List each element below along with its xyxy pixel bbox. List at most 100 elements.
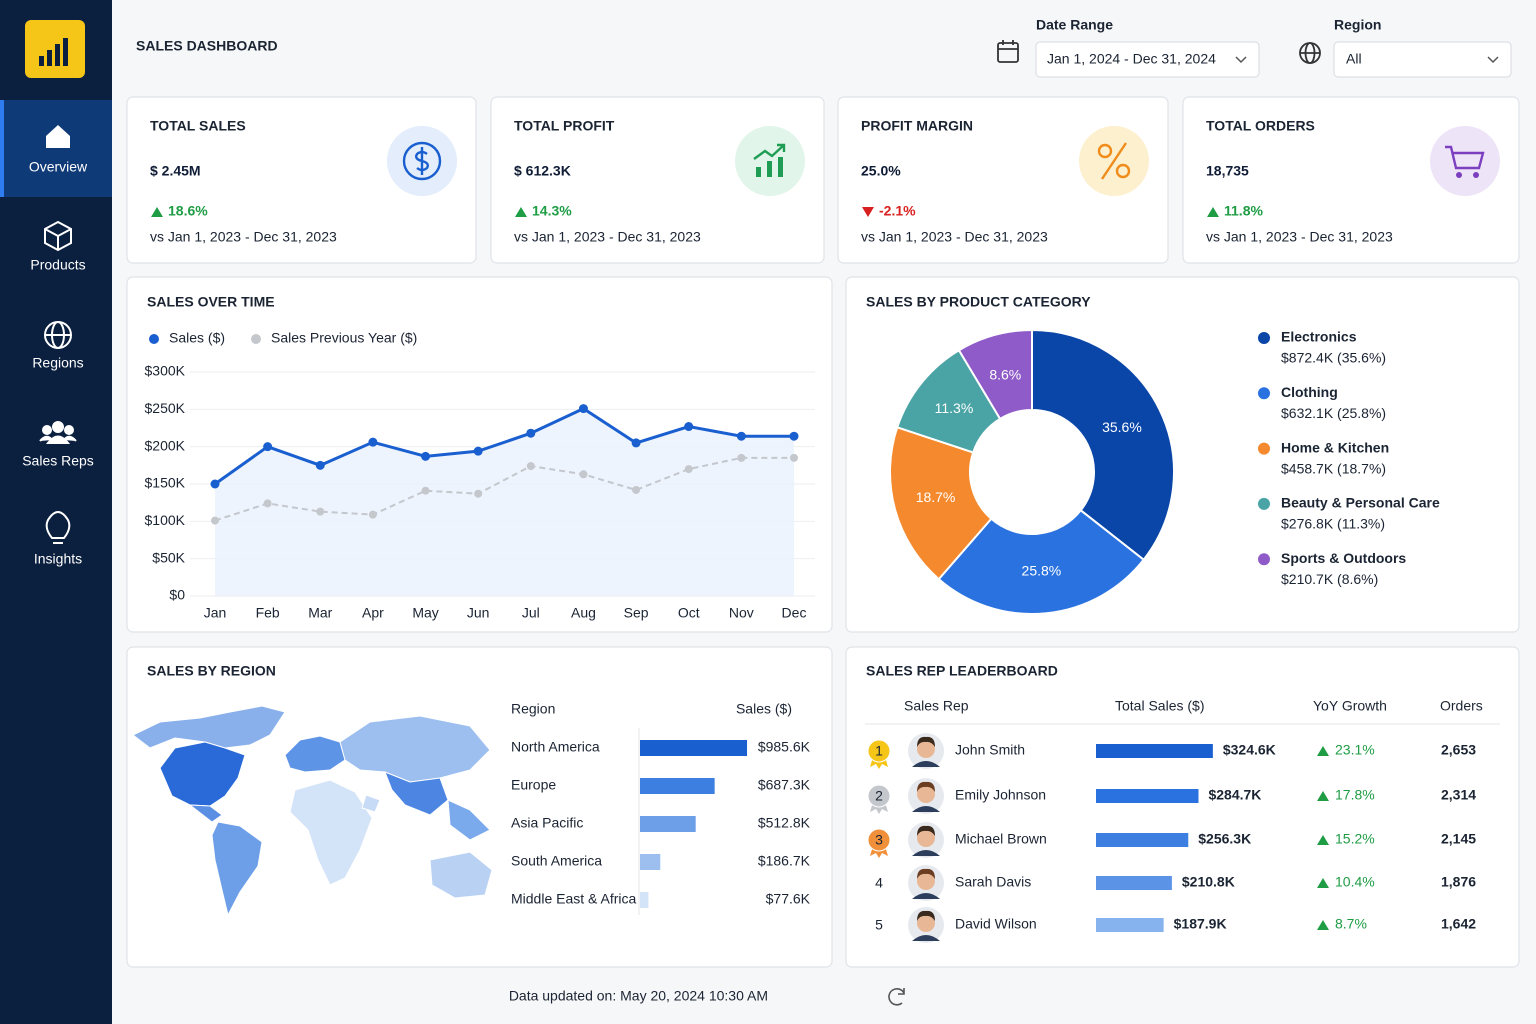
data-point [473,446,483,456]
nav-item[interactable]: Regions [32,355,83,371]
y-tick-label: $150K [145,475,186,491]
data-point [210,479,220,489]
kpi-comparison: vs Jan 1, 2023 - Dec 31, 2023 [150,229,337,245]
x-tick-label: Mar [308,605,332,621]
refresh-icon[interactable] [888,988,905,1006]
pie-slice [937,508,1146,615]
legend-detail: $210.7K (8.6%) [1281,571,1378,587]
region-value: All [1346,51,1362,67]
legend-marker [1258,553,1270,566]
y-tick-label: $200K [145,437,186,453]
kpi-change: 14.3% [532,203,572,219]
trend-up-icon [1317,791,1329,801]
medal [867,784,891,808]
kpi-title: PROFIT MARGIN [861,118,973,134]
kpi-card [837,96,1169,264]
world-map [132,705,493,917]
nav-item[interactable]: Overview [29,159,88,175]
value-label: $512.8K [758,815,811,831]
data-point [737,453,746,462]
x-tick-label: Nov [729,605,754,621]
date-range-select[interactable] [1035,41,1260,78]
bar [1096,918,1164,932]
kpi-comparison: vs Jan 1, 2023 - Dec 31, 2023 [861,229,1048,245]
date-range-value: Jan 1, 2024 - Dec 31, 2024 [1047,51,1216,67]
data-point [684,465,693,474]
orders: 2,314 [1441,787,1476,803]
data-point [790,453,798,462]
y-tick-label: $0 [169,587,185,603]
legend-label: Clothing [1281,384,1338,400]
y-tick-label: $300K [145,363,186,379]
nav-item[interactable]: Sales Reps [22,453,94,469]
region-name: North America [511,739,600,755]
avatar-face [917,829,935,847]
panel-title: SALES REP LEADERBOARD [866,663,1058,679]
slice-label: 25.8% [1022,562,1062,578]
avatar-face [917,872,935,890]
legend-marker [1258,332,1270,344]
data-point [211,516,219,525]
orders: 1,642 [1441,916,1476,932]
x-tick-label: Oct [678,605,700,621]
region-name: Europe [511,777,556,793]
data-point [368,510,377,519]
legend-label: Sales Previous Year ($) [271,330,417,346]
growth: 23.1% [1335,742,1375,758]
legend-detail: $872.4K (35.6%) [1281,350,1386,366]
trend-up-icon [1317,746,1329,756]
data-point [421,486,430,495]
leaderboard-card [845,646,1520,968]
data-point [631,438,641,448]
y-tick-label: $250K [145,400,186,416]
legend-detail: $632.1K (25.8%) [1281,405,1386,421]
kpi-icon [756,157,783,177]
footer-text: Data updated on: May 20, 2024 10:30 AM [509,988,768,1004]
kpi-value: $ 612.3K [514,163,571,179]
rep-name: Michael Brown [955,831,1047,847]
data-point [632,485,641,494]
data-point [789,431,799,441]
rank: 2 [875,788,883,804]
pie-slice [1031,328,1175,562]
kpi-icon [1473,172,1479,178]
bar [640,740,748,756]
slice-label: 11.3% [935,400,974,416]
avatar-body [912,935,940,941]
data-point [315,460,325,470]
region-card [126,646,833,968]
kpi-value: 25.0% [861,163,901,179]
value-label: $186.7K [758,853,811,869]
rank: 5 [875,917,883,933]
kpi-title: TOTAL ORDERS [1206,118,1315,134]
column-header: YoY Growth [1313,698,1387,714]
region-name: Asia Pacific [511,815,583,831]
kpi-icon-bg [1430,126,1500,196]
legend-marker [149,334,159,344]
orders: 1,876 [1441,874,1476,890]
kpi-comparison: vs Jan 1, 2023 - Dec 31, 2023 [514,229,701,245]
data-point [421,451,431,461]
sales-label: $210.8K [1182,874,1235,890]
orders: 2,653 [1441,742,1476,758]
nav-item[interactable]: Insights [34,551,82,567]
y-tick-label: $100K [145,512,186,528]
kpi-value: $ 2.45M [150,163,201,179]
legend-detail: $276.8K (11.3%) [1281,516,1385,532]
nav-item[interactable]: Products [30,257,85,273]
data-point [526,462,535,471]
kpi-change: 18.6% [168,203,208,219]
data-point [316,507,325,516]
data-point [263,499,272,508]
region-select[interactable] [1333,41,1512,78]
sales-label: $256.3K [1198,831,1251,847]
column-header: Sales Rep [904,698,969,714]
legend-marker [251,334,261,344]
kpi-card [1182,96,1520,264]
x-tick-label: Apr [362,605,384,621]
kpi-change: 11.8% [1224,203,1263,219]
sidebar-icons [39,125,77,544]
date-range-label: Date Range [1036,17,1113,33]
region-label: Region [1334,17,1381,33]
